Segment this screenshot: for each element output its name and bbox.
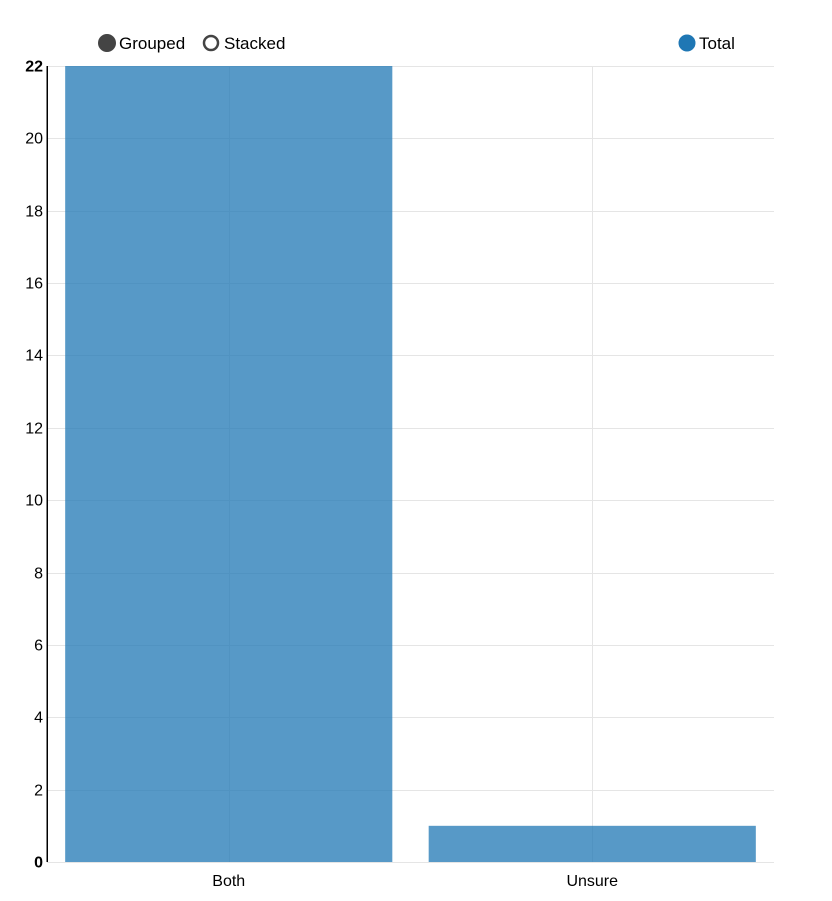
y-tick-label: 22: [25, 59, 43, 76]
y-tick-label: 0: [34, 855, 43, 872]
bar-both[interactable]: [65, 66, 393, 862]
legend-swatch-icon[interactable]: [678, 34, 696, 52]
y-tick-label: 2: [34, 783, 43, 800]
legend: Total: [678, 34, 735, 53]
x-axis-ticks: Both Unsure: [212, 873, 618, 890]
stacked-label[interactable]: Stacked: [224, 34, 285, 53]
y-axis-ticks: 0 2 4 6 8 10 12 14 16 18 20 22: [25, 59, 43, 872]
stacked-toggle[interactable]: Stacked: [202, 34, 285, 53]
y-tick-label: 10: [25, 493, 43, 510]
y-tick-label: 14: [25, 348, 43, 365]
y-tick-label: 16: [25, 276, 43, 293]
y-tick-label: 4: [34, 710, 43, 727]
stacked-radio-icon[interactable]: [202, 34, 220, 52]
legend-label[interactable]: Total: [699, 34, 735, 53]
y-tick-label: 6: [34, 638, 43, 655]
grouped-toggle[interactable]: Grouped: [98, 34, 185, 53]
bars: [65, 66, 756, 862]
y-tick-label: 18: [25, 204, 43, 221]
bar-unsure[interactable]: [428, 825, 756, 862]
grouped-radio-icon[interactable]: [98, 34, 116, 52]
legend-item-total[interactable]: Total: [678, 34, 735, 53]
grouped-label[interactable]: Grouped: [119, 34, 185, 53]
chart-mode-controls: Grouped Stacked: [98, 34, 285, 53]
y-tick-label: 12: [25, 421, 43, 438]
x-tick-label: Unsure: [566, 873, 618, 890]
y-tick-label: 8: [34, 566, 43, 583]
x-tick-label: Both: [212, 873, 245, 890]
y-tick-label: 20: [25, 131, 43, 148]
